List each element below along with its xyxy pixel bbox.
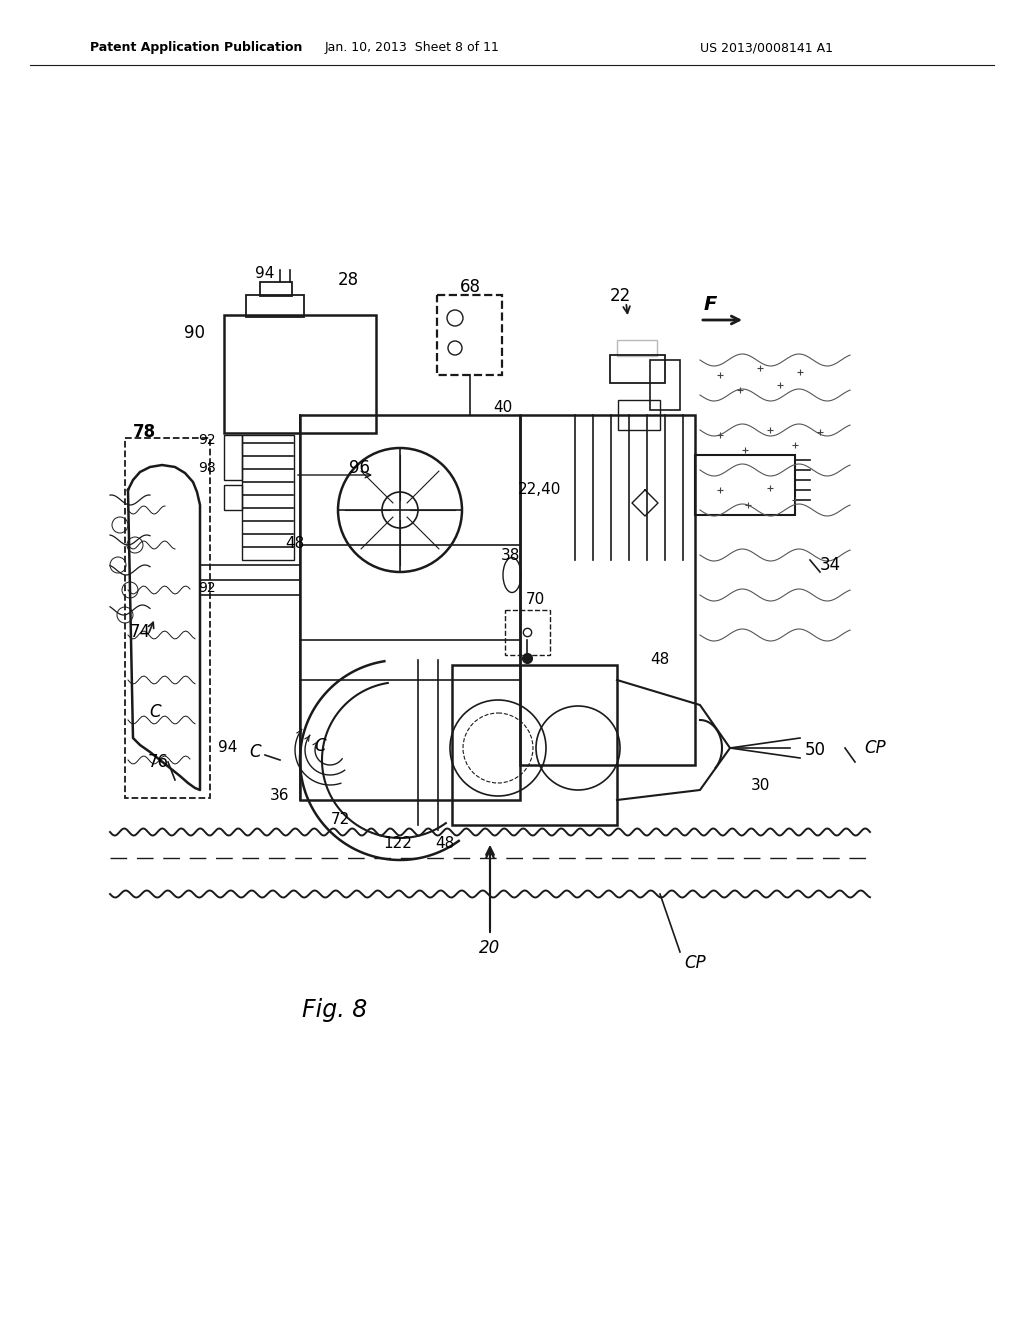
Text: 94: 94 [255, 267, 274, 281]
Bar [617, 341, 657, 356]
Text: CP: CP [684, 954, 706, 972]
Text: 70: 70 [525, 593, 545, 607]
Text: F: F [703, 296, 717, 314]
Text: Fig. 8: Fig. 8 [302, 998, 368, 1022]
Bar [650, 360, 680, 411]
Text: C: C [150, 704, 161, 721]
Bar [505, 610, 550, 655]
Text: 22,40: 22,40 [518, 483, 562, 498]
Bar [224, 484, 242, 510]
Text: 96: 96 [349, 459, 371, 477]
Text: 68: 68 [460, 279, 480, 296]
Text: 74: 74 [129, 623, 151, 642]
Text: C: C [249, 743, 261, 762]
Bar [610, 355, 665, 383]
Bar [125, 438, 210, 799]
Text: 76: 76 [147, 752, 169, 771]
Text: 38: 38 [501, 548, 520, 562]
Text: 34: 34 [819, 556, 841, 574]
Text: 50: 50 [805, 741, 825, 759]
Text: 122: 122 [384, 836, 413, 850]
Text: 36: 36 [270, 788, 290, 803]
Text: Jan. 10, 2013  Sheet 8 of 11: Jan. 10, 2013 Sheet 8 of 11 [325, 41, 500, 54]
Bar [618, 400, 660, 430]
Text: US 2013/0008141 A1: US 2013/0008141 A1 [700, 41, 833, 54]
Bar [452, 665, 617, 825]
Text: 92: 92 [199, 433, 216, 447]
Bar [224, 436, 242, 480]
Bar [520, 414, 695, 766]
Text: 98: 98 [199, 461, 216, 475]
Bar [224, 315, 376, 433]
Text: 20: 20 [479, 939, 501, 957]
Text: 48: 48 [650, 652, 670, 667]
Text: Patent Application Publication: Patent Application Publication [90, 41, 302, 54]
Text: 30: 30 [751, 777, 770, 792]
Text: 92: 92 [199, 581, 216, 595]
Text: 78: 78 [133, 422, 156, 441]
Text: 48: 48 [286, 536, 304, 550]
Text: 94: 94 [218, 741, 238, 755]
Bar [260, 282, 292, 296]
Bar [300, 414, 520, 800]
Bar [242, 436, 294, 560]
Text: 28: 28 [338, 271, 359, 289]
Bar [437, 294, 502, 375]
Text: C: C [314, 737, 326, 755]
Text: 22: 22 [609, 286, 631, 305]
Text: 48: 48 [435, 836, 455, 850]
Bar [246, 294, 304, 317]
Bar [695, 455, 795, 515]
Text: 72: 72 [331, 813, 349, 828]
Text: CP: CP [864, 739, 886, 756]
Text: 90: 90 [184, 323, 205, 342]
Text: 40: 40 [494, 400, 513, 416]
